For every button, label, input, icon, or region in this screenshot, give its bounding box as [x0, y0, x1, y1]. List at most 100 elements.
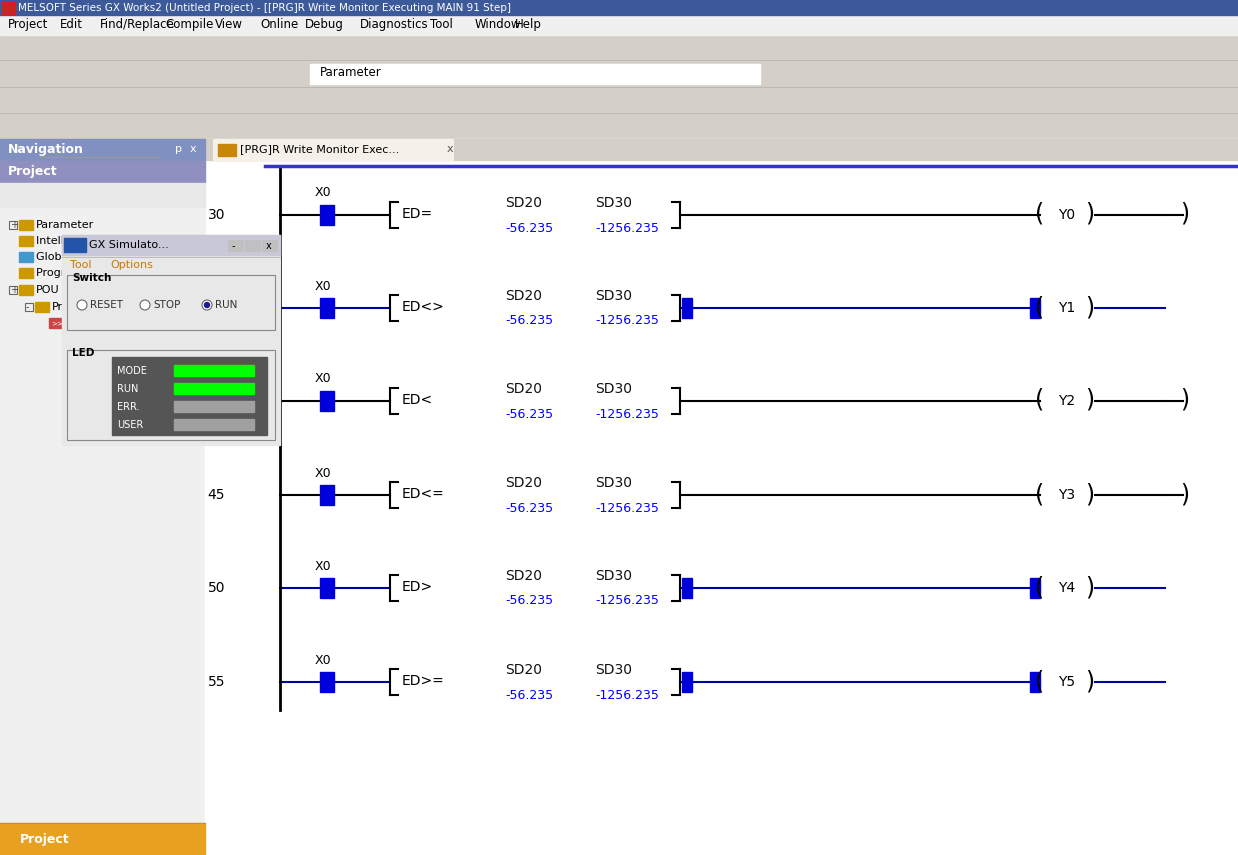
Bar: [319, 485, 334, 505]
Text: -1256.235: -1256.235: [595, 688, 659, 701]
Text: Parameter: Parameter: [319, 67, 381, 80]
Text: Intelligent Function Modu...: Intelligent Function Modu...: [36, 236, 188, 246]
Text: MAIN: MAIN: [66, 318, 95, 328]
Bar: [206, 139, 1238, 855]
Text: GX Simulato...: GX Simulato...: [89, 240, 168, 250]
Text: +: +: [10, 285, 19, 295]
Bar: [111, 357, 267, 435]
Bar: [0, 183, 206, 435]
Text: Switch: Switch: [72, 273, 111, 283]
Text: 50: 50: [208, 581, 225, 595]
Text: -: -: [232, 241, 235, 251]
Text: (: (: [1035, 669, 1045, 693]
Bar: [1030, 578, 1040, 598]
Text: Y3: Y3: [1058, 488, 1075, 502]
Text: USER: USER: [118, 420, 144, 430]
Text: Navigation: Navigation: [7, 143, 84, 156]
Text: POU: POU: [36, 285, 59, 295]
Text: Parameter: Parameter: [36, 220, 94, 230]
Text: ): ): [1181, 202, 1190, 226]
Text: Project: Project: [20, 833, 69, 846]
Bar: [319, 391, 334, 411]
Bar: [206, 139, 1238, 160]
Text: X0: X0: [314, 467, 332, 480]
Bar: [19, 236, 33, 246]
Bar: [228, 240, 243, 251]
Text: Options: Options: [110, 260, 152, 270]
Bar: [67, 275, 275, 330]
Bar: [0, 60, 1238, 87]
Text: X0: X0: [314, 373, 332, 386]
Bar: [62, 235, 280, 255]
Text: -56.235: -56.235: [505, 502, 553, 515]
Text: RUN: RUN: [118, 384, 139, 394]
Text: 35: 35: [208, 301, 225, 315]
Text: Tool: Tool: [430, 19, 453, 32]
Text: SD20: SD20: [505, 382, 542, 396]
Bar: [0, 0, 1238, 15]
Bar: [310, 64, 540, 84]
Text: (: (: [1035, 295, 1045, 319]
Text: x: x: [266, 241, 272, 251]
Text: (: (: [1035, 482, 1045, 506]
Bar: [9, 286, 17, 294]
Bar: [175, 365, 254, 376]
Bar: [175, 419, 254, 430]
Bar: [1030, 298, 1040, 318]
Bar: [64, 238, 85, 252]
Text: Y2: Y2: [1058, 394, 1075, 408]
Bar: [9, 221, 17, 229]
Text: -56.235: -56.235: [505, 594, 553, 608]
Text: Project: Project: [7, 19, 48, 32]
Text: Find/Replace: Find/Replace: [100, 19, 175, 32]
Text: -1256.235: -1256.235: [595, 502, 659, 515]
Circle shape: [77, 300, 87, 310]
Text: -1256.235: -1256.235: [595, 221, 659, 234]
Text: SD20: SD20: [505, 289, 542, 303]
Text: RESET: RESET: [90, 300, 123, 310]
Text: -56.235: -56.235: [505, 408, 553, 421]
Bar: [19, 220, 33, 230]
Text: p: p: [175, 144, 182, 154]
Text: X0: X0: [314, 186, 332, 199]
Circle shape: [204, 303, 209, 308]
Text: Debug: Debug: [305, 19, 344, 32]
Text: SD30: SD30: [595, 196, 633, 210]
Bar: [682, 578, 692, 598]
Circle shape: [140, 300, 150, 310]
Text: ): ): [1086, 575, 1094, 599]
Bar: [0, 823, 206, 855]
Text: X0: X0: [314, 653, 332, 667]
Text: ED>: ED>: [402, 580, 433, 594]
Bar: [175, 401, 254, 412]
Text: 30: 30: [208, 208, 225, 222]
Text: -1256.235: -1256.235: [595, 408, 659, 421]
Bar: [218, 144, 236, 156]
Text: Y1: Y1: [1058, 301, 1076, 315]
Text: -56.235: -56.235: [505, 688, 553, 701]
Bar: [0, 161, 206, 183]
Text: ED<>: ED<>: [402, 300, 444, 314]
Text: -56.235: -56.235: [505, 221, 553, 234]
Bar: [319, 578, 334, 598]
Bar: [175, 383, 254, 394]
Text: 40: 40: [208, 394, 225, 408]
Text: Online: Online: [260, 19, 298, 32]
Bar: [0, 183, 206, 207]
Text: ED<=: ED<=: [402, 487, 444, 501]
Text: 45: 45: [208, 488, 225, 502]
Text: -: -: [26, 302, 30, 312]
Text: [PRG]R Write Monitor Exec...: [PRG]R Write Monitor Exec...: [240, 144, 399, 154]
Text: ): ): [1181, 388, 1190, 412]
Text: Diagnostics: Diagnostics: [360, 19, 428, 32]
Text: SD20: SD20: [505, 476, 542, 490]
Text: Y5: Y5: [1058, 675, 1075, 689]
Bar: [0, 15, 1238, 35]
Text: -56.235: -56.235: [505, 315, 553, 327]
Text: -1256.235: -1256.235: [595, 594, 659, 608]
Text: x: x: [189, 144, 197, 154]
Bar: [19, 285, 33, 295]
Text: ED<: ED<: [402, 393, 433, 407]
Text: 55: 55: [208, 675, 225, 689]
Text: X0: X0: [314, 559, 332, 573]
